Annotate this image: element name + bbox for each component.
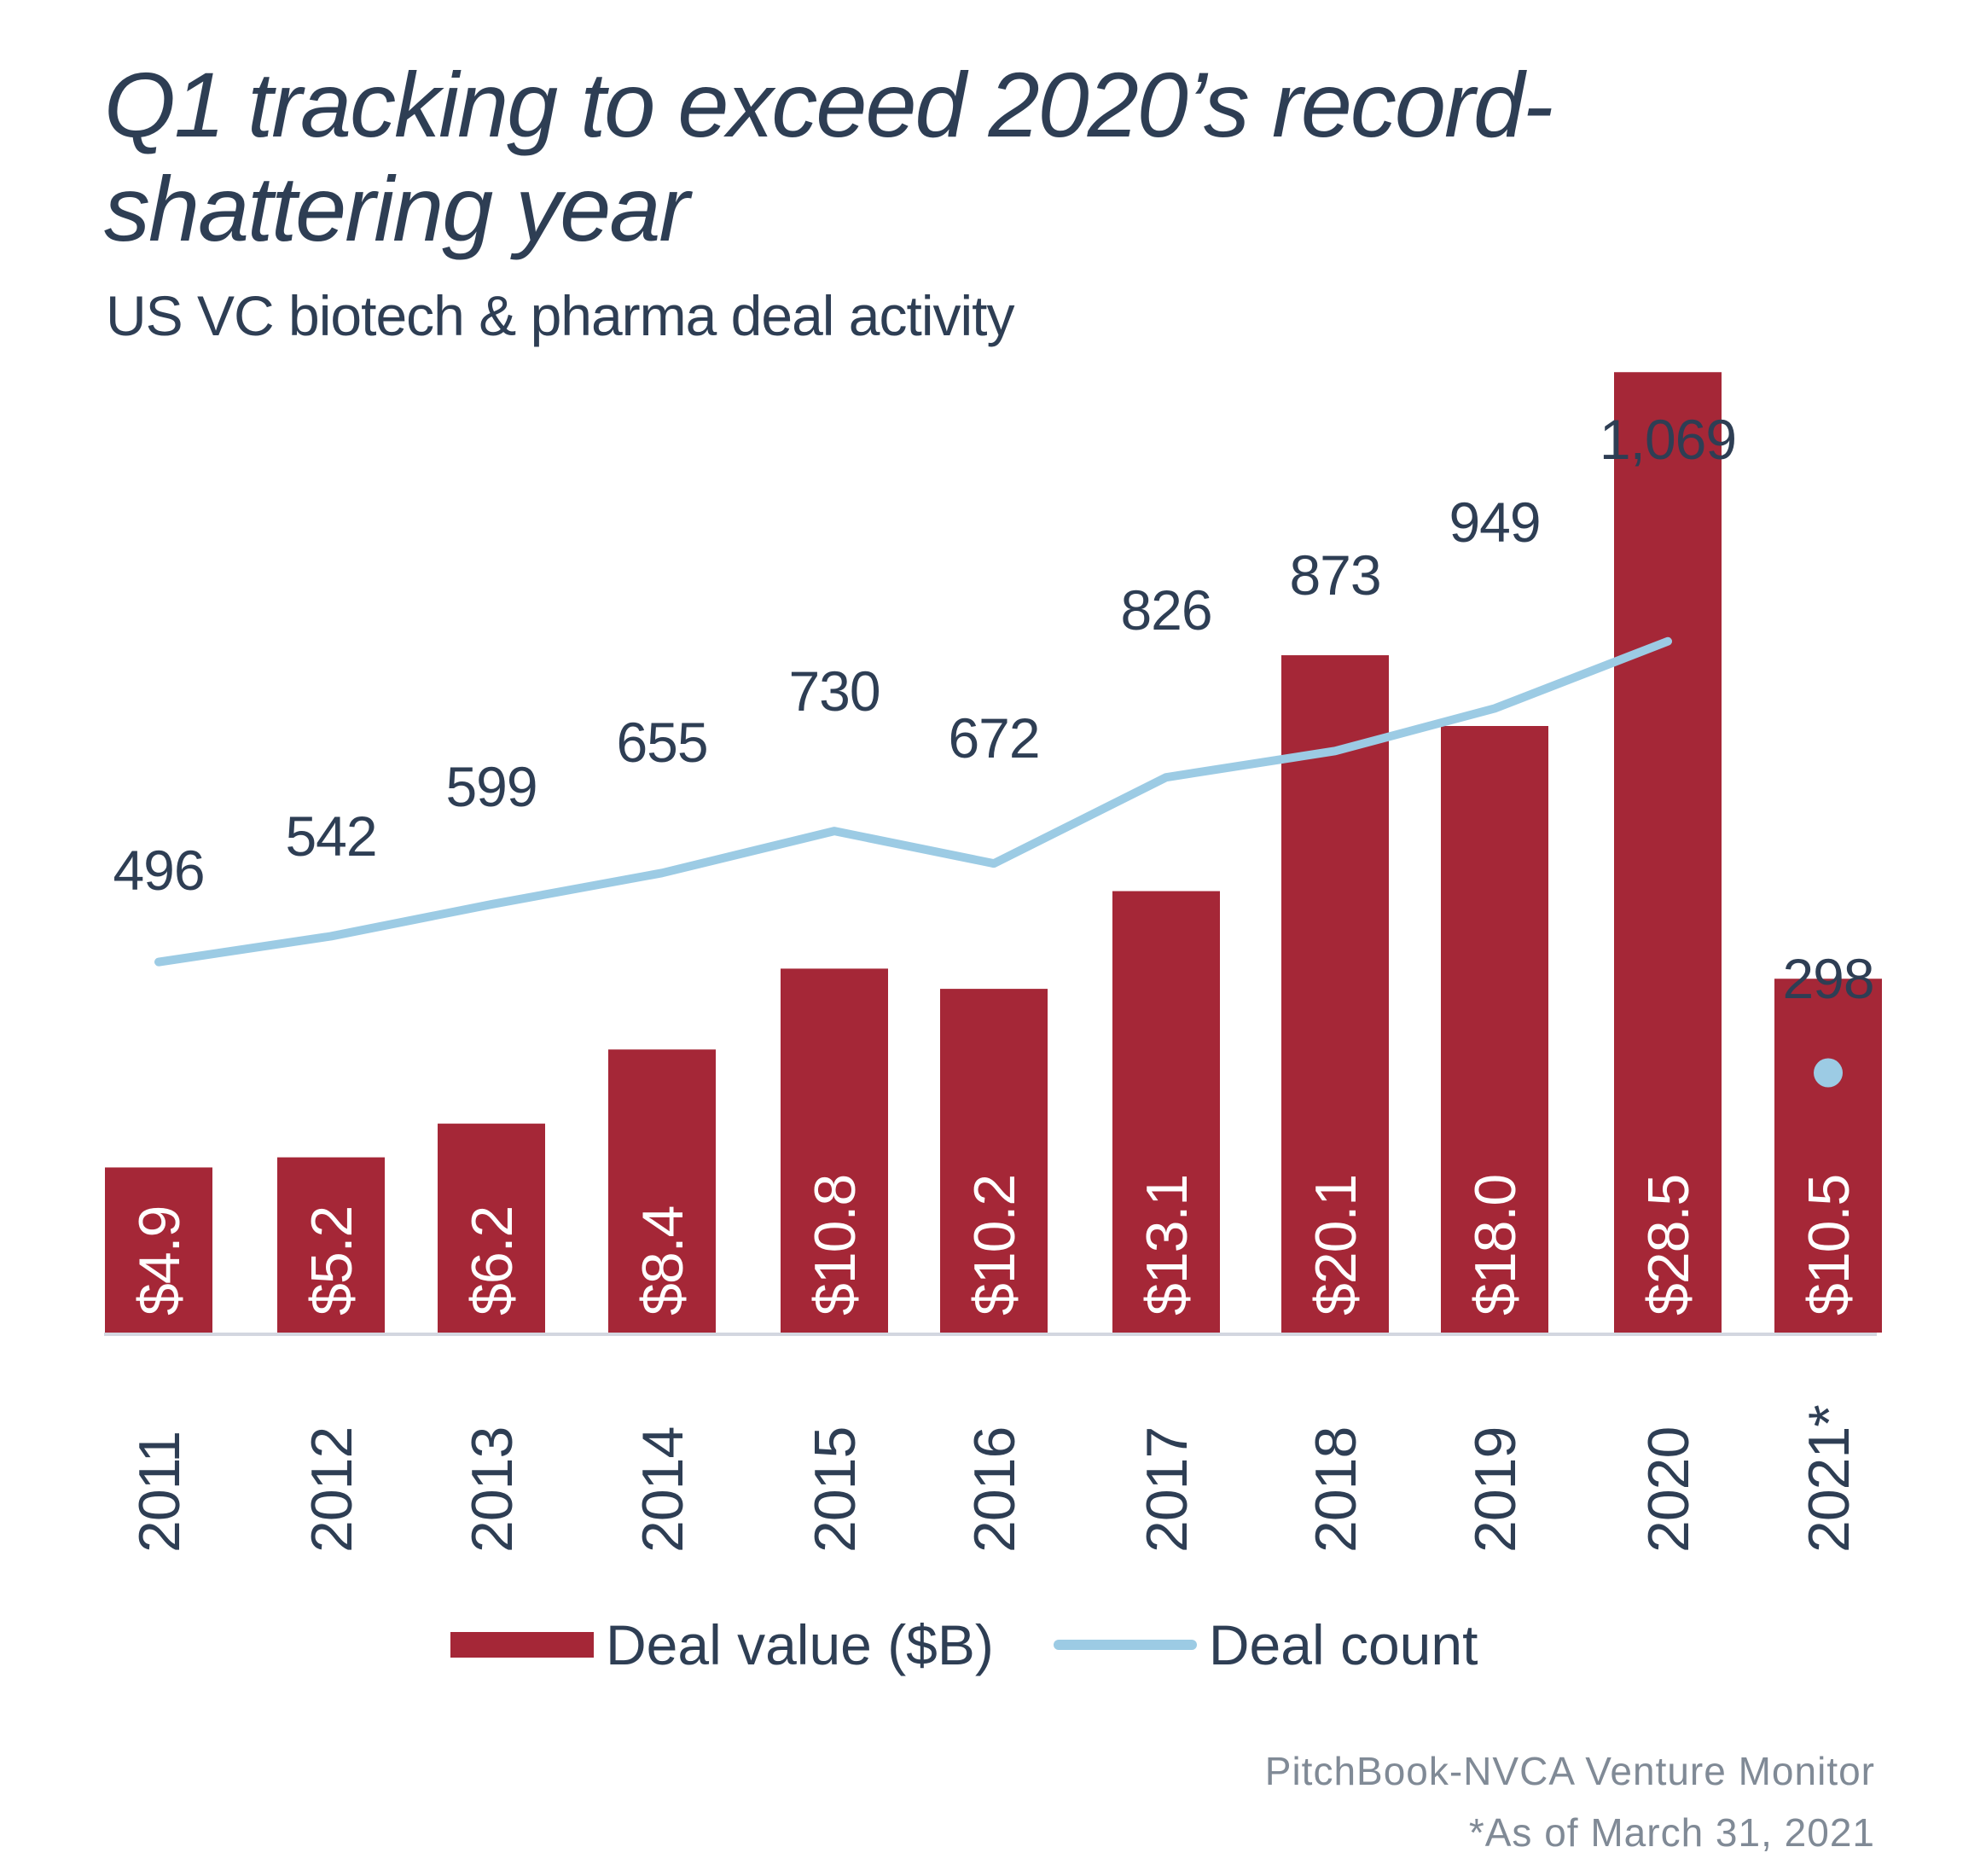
x-tick-label-2020: 2020 — [1636, 1427, 1701, 1553]
legend-item-deal-count: Deal count — [994, 1612, 1478, 1677]
value-label-2014: $8.4 — [630, 1206, 695, 1316]
x-tick-label-2021*: 2021* — [1797, 1405, 1861, 1553]
x-tick-label-2012: 2012 — [299, 1427, 364, 1553]
bar-2013 — [438, 1124, 545, 1333]
count-label-2020: 1,069 — [1600, 408, 1736, 471]
value-label-2016: $10.2 — [962, 1175, 1027, 1316]
legend-label-deal-value: Deal value ($B) — [606, 1613, 994, 1676]
chart-title: Q1 tracking to exceed 2020’s record-shat… — [104, 53, 1553, 260]
count-label-2018: 873 — [1289, 543, 1380, 607]
chart-subtitle: US VC biotech & pharma deal activity — [106, 284, 1015, 347]
count-label-2011: 496 — [113, 839, 204, 902]
value-label-2012: $5.2 — [299, 1206, 364, 1316]
x-tick-label-2019: 2019 — [1463, 1427, 1528, 1553]
count-label-2014: 655 — [616, 711, 707, 774]
legend-label-deal-count: Deal count — [1208, 1613, 1478, 1676]
bar-2014 — [608, 1049, 716, 1333]
value-label-2015: $10.8 — [803, 1175, 868, 1316]
bar-2017 — [1112, 891, 1220, 1333]
chart-area: 496 542 599 655 730 672 826 873 949 1,069 298 $4.9 $… — [104, 372, 1882, 1553]
legend-swatch-deal-count — [1053, 1640, 1197, 1650]
count-label-2013: 599 — [445, 755, 537, 818]
source-line: PitchBook-NVCA Venture Monitor — [1264, 1749, 1875, 1793]
source-note: PitchBook-NVCA Venture Monitor *As of Ma… — [1265, 1740, 1875, 1863]
legend: Deal value ($B) Deal count — [450, 1602, 1478, 1687]
x-tick-label-2015: 2015 — [803, 1427, 868, 1553]
bar-2020 — [1614, 372, 1722, 1333]
count-label-2019: 949 — [1449, 491, 1540, 554]
bar-2016 — [940, 989, 1048, 1333]
line-series — [154, 636, 1843, 1088]
bar-2011 — [105, 1167, 212, 1333]
bar-2019 — [1441, 726, 1548, 1333]
value-label-2020: $28.5 — [1636, 1175, 1701, 1316]
data-labels: 496 542 599 655 730 672 826 873 949 1,069 298 $4.9 $… — [113, 408, 1874, 1553]
bar-series — [105, 372, 1882, 1333]
bar-2018 — [1281, 655, 1389, 1333]
count-label-2016: 672 — [948, 706, 1039, 770]
value-label-2017: $13.1 — [1135, 1175, 1199, 1316]
point-2021 — [1814, 1058, 1843, 1088]
value-label-2013: $6.2 — [460, 1206, 525, 1316]
bar-2021* — [1774, 979, 1882, 1333]
x-tick-label-2013: 2013 — [460, 1427, 525, 1553]
value-label-2021*: $10.5 — [1797, 1175, 1861, 1316]
legend-item-deal-value: Deal value ($B) — [450, 1612, 994, 1677]
bar-2012 — [277, 1157, 385, 1333]
count-label-2021*: 298 — [1782, 947, 1873, 1010]
legend-swatch-deal-value — [450, 1632, 594, 1658]
x-tick-label-2016: 2016 — [962, 1427, 1027, 1553]
count-label-2015: 730 — [788, 659, 880, 723]
x-tick-label-2011: 2011 — [127, 1432, 192, 1553]
count-label-2012: 542 — [285, 804, 376, 868]
deal-count-line — [154, 636, 1672, 967]
count-label-2017: 826 — [1120, 578, 1211, 642]
x-tick-label-2014: 2014 — [630, 1427, 695, 1553]
value-label-2018: $20.1 — [1304, 1175, 1368, 1316]
value-label-2019: $18.0 — [1463, 1175, 1528, 1316]
value-label-2011: $4.9 — [127, 1206, 192, 1316]
x-tick-label-2017: 2017 — [1135, 1427, 1199, 1553]
bar-2015 — [781, 968, 888, 1333]
footnote-line: *As of March 31, 2021 — [1468, 1810, 1875, 1855]
x-tick-label-2018: 2018 — [1304, 1427, 1368, 1553]
